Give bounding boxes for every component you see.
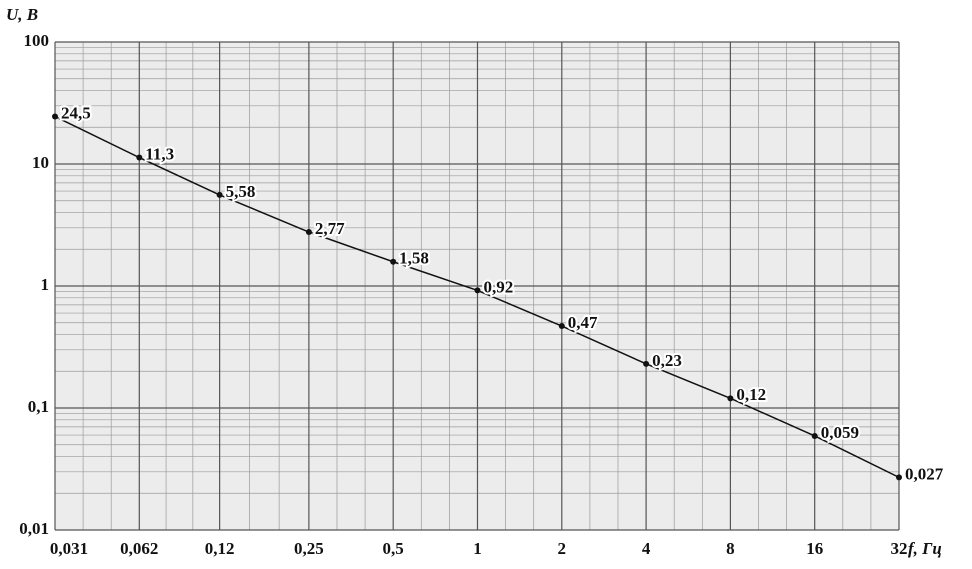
y-tick-label: 10 xyxy=(32,153,49,172)
x-axis-label: f, Гц xyxy=(908,539,942,558)
data-point xyxy=(52,113,58,120)
x-tick-label: 4 xyxy=(642,539,651,558)
x-tick-label: 0,12 xyxy=(205,539,235,558)
data-point xyxy=(474,287,481,294)
data-point xyxy=(305,229,312,236)
data-label: 0,92 xyxy=(483,277,513,296)
data-label: 0,027 xyxy=(905,464,944,483)
x-tick-label: 8 xyxy=(726,539,735,558)
data-point xyxy=(727,395,734,402)
data-label: 0,47 xyxy=(568,313,598,332)
data-label: 0,23 xyxy=(652,351,682,370)
data-label: 2,77 xyxy=(315,219,345,238)
data-point xyxy=(896,474,902,481)
x-tick-label: 32 xyxy=(891,539,908,558)
data-label: 24,5 xyxy=(61,103,91,122)
y-tick-label: 0,1 xyxy=(28,397,49,416)
y-tick-label: 1 xyxy=(41,275,50,294)
data-point xyxy=(216,191,223,198)
x-tick-label: 0,25 xyxy=(294,539,324,558)
x-tick-label: 0,031 xyxy=(50,539,88,558)
x-tick-label: 1 xyxy=(473,539,482,558)
y-axis-label: U, В xyxy=(6,5,38,24)
x-tick-label: 0,062 xyxy=(120,539,158,558)
data-point xyxy=(811,432,818,439)
data-label: 5,58 xyxy=(226,182,256,201)
data-point xyxy=(558,323,565,330)
x-tick-label: 0,5 xyxy=(383,539,404,558)
x-tick-label: 2 xyxy=(558,539,567,558)
data-label: 0,059 xyxy=(821,423,859,442)
data-label: 1,58 xyxy=(399,249,429,268)
data-label: 11,3 xyxy=(145,144,174,163)
data-point xyxy=(643,360,650,367)
data-label: 0,12 xyxy=(736,385,766,404)
x-tick-label: 16 xyxy=(806,539,823,558)
data-point xyxy=(390,258,397,265)
data-point xyxy=(136,154,143,161)
y-tick-label: 0,01 xyxy=(19,519,49,538)
y-tick-label: 100 xyxy=(24,31,50,50)
